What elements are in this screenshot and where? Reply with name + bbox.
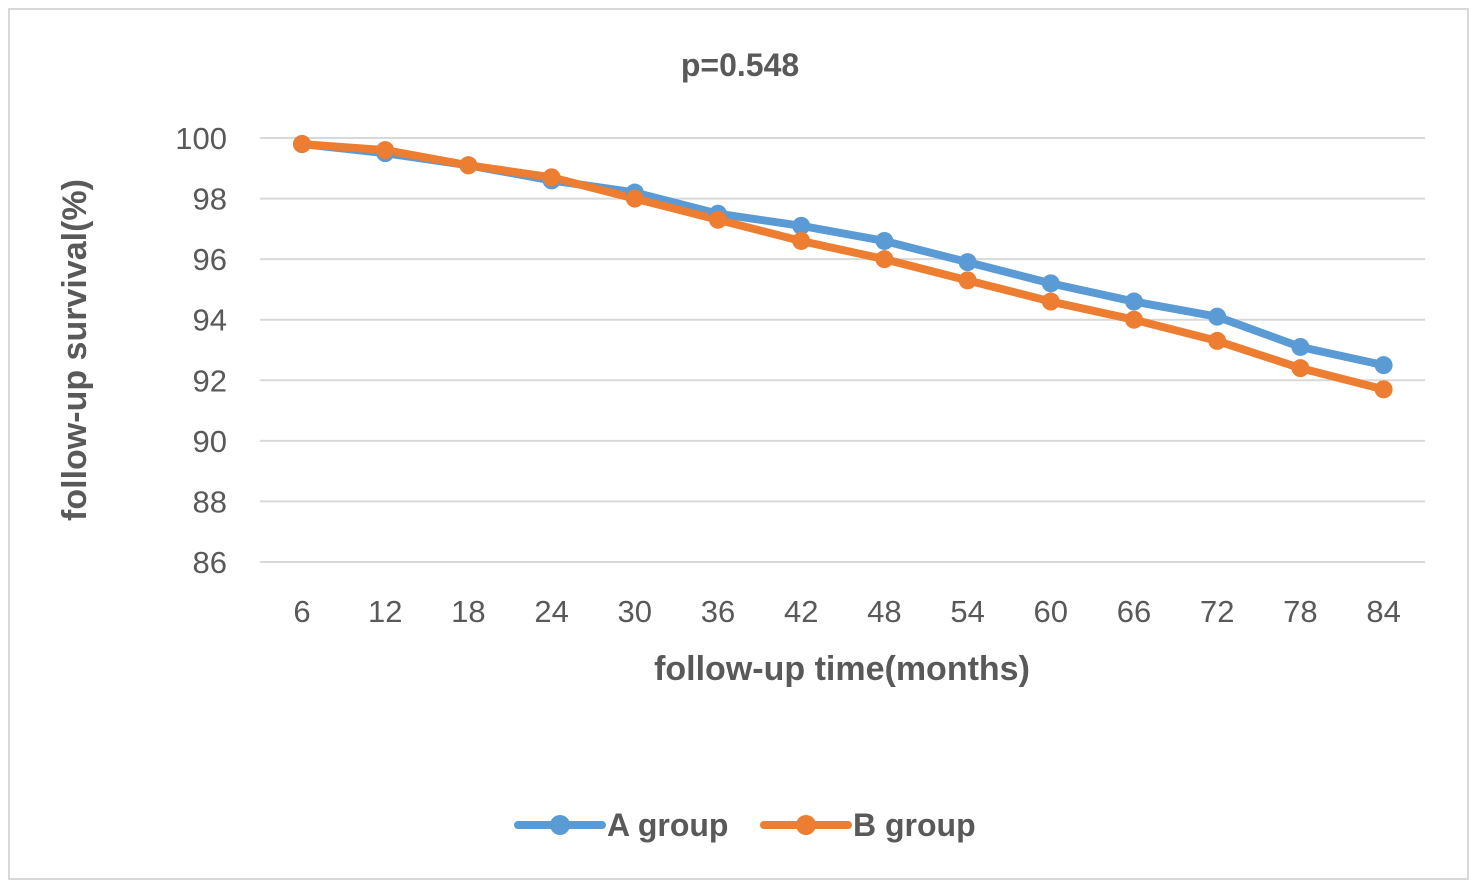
- y-tick-label: 92: [193, 363, 227, 398]
- data-point-b-group: [709, 210, 727, 229]
- legend-label: B group: [853, 807, 976, 843]
- x-tick-label: 36: [701, 594, 735, 629]
- x-tick-label: 42: [784, 594, 818, 629]
- y-tick-label: 96: [193, 242, 227, 277]
- x-tick-label: 72: [1200, 594, 1234, 629]
- data-point-b-group: [459, 156, 478, 175]
- data-point-a-group: [1041, 274, 1060, 293]
- data-point-a-group: [1208, 307, 1227, 326]
- data-point-a-group: [792, 216, 811, 235]
- x-tick-label: 12: [368, 594, 402, 629]
- legend-swatch-marker: [796, 815, 816, 835]
- x-tick-label: 24: [534, 594, 568, 629]
- data-point-b-group: [1041, 292, 1060, 311]
- data-point-b-group: [958, 271, 977, 290]
- legend: A group B group: [514, 807, 976, 843]
- y-axis-title: follow-up survival(%): [56, 179, 94, 521]
- x-tick-label: 18: [451, 594, 485, 629]
- data-point-b-group: [792, 231, 811, 250]
- data-point-a-group: [1374, 356, 1393, 375]
- chart-title: p=0.548: [681, 47, 799, 83]
- data-point-b-group: [542, 168, 561, 187]
- series-line-a-group: [298, 140, 1388, 370]
- x-tick-label: 30: [618, 594, 652, 629]
- y-axis-ticks: 86 88 90 92 94 96 98 100: [175, 121, 227, 580]
- y-tick-label: 94: [193, 303, 227, 338]
- legend-swatch-marker: [550, 815, 570, 835]
- data-point-a-group: [958, 253, 977, 272]
- data-point-b-group: [1291, 359, 1310, 378]
- series-lines: [298, 140, 1388, 394]
- data-point-a-group: [1125, 292, 1143, 311]
- legend-label: A group: [607, 807, 728, 843]
- y-tick-label: 88: [193, 484, 227, 519]
- data-point-b-group: [1374, 380, 1393, 399]
- x-tick-label: 66: [1117, 594, 1151, 629]
- y-tick-label: 86: [193, 545, 227, 580]
- data-point-b-group: [875, 250, 894, 269]
- x-axis-ticks: 6 12 18 24 30 36 42 48 54 60 66 72 78 84: [293, 594, 1400, 629]
- data-point-a-group: [875, 231, 894, 250]
- x-tick-label: 78: [1283, 594, 1317, 629]
- x-axis-title: follow-up time(months): [654, 650, 1030, 688]
- y-tick-label: 90: [193, 424, 227, 459]
- x-tick-label: 6: [293, 594, 310, 629]
- x-tick-label: 54: [950, 594, 984, 629]
- data-point-b-group: [376, 141, 395, 160]
- data-point-b-group: [293, 135, 311, 154]
- data-point-b-group: [1208, 331, 1227, 350]
- y-tick-label: 100: [175, 121, 227, 156]
- y-tick-label: 98: [193, 182, 227, 217]
- data-point-b-group: [1125, 310, 1143, 329]
- data-point-b-group: [625, 189, 644, 208]
- grid-lines: [260, 137, 1425, 563]
- series-points: [293, 135, 1393, 399]
- data-point-a-group: [1291, 337, 1310, 356]
- series-line-b-group: [298, 140, 1388, 394]
- x-tick-label: 48: [867, 594, 901, 629]
- x-tick-label: 84: [1366, 594, 1400, 629]
- x-tick-label: 60: [1034, 594, 1068, 629]
- chart-frame: [8, 8, 1469, 880]
